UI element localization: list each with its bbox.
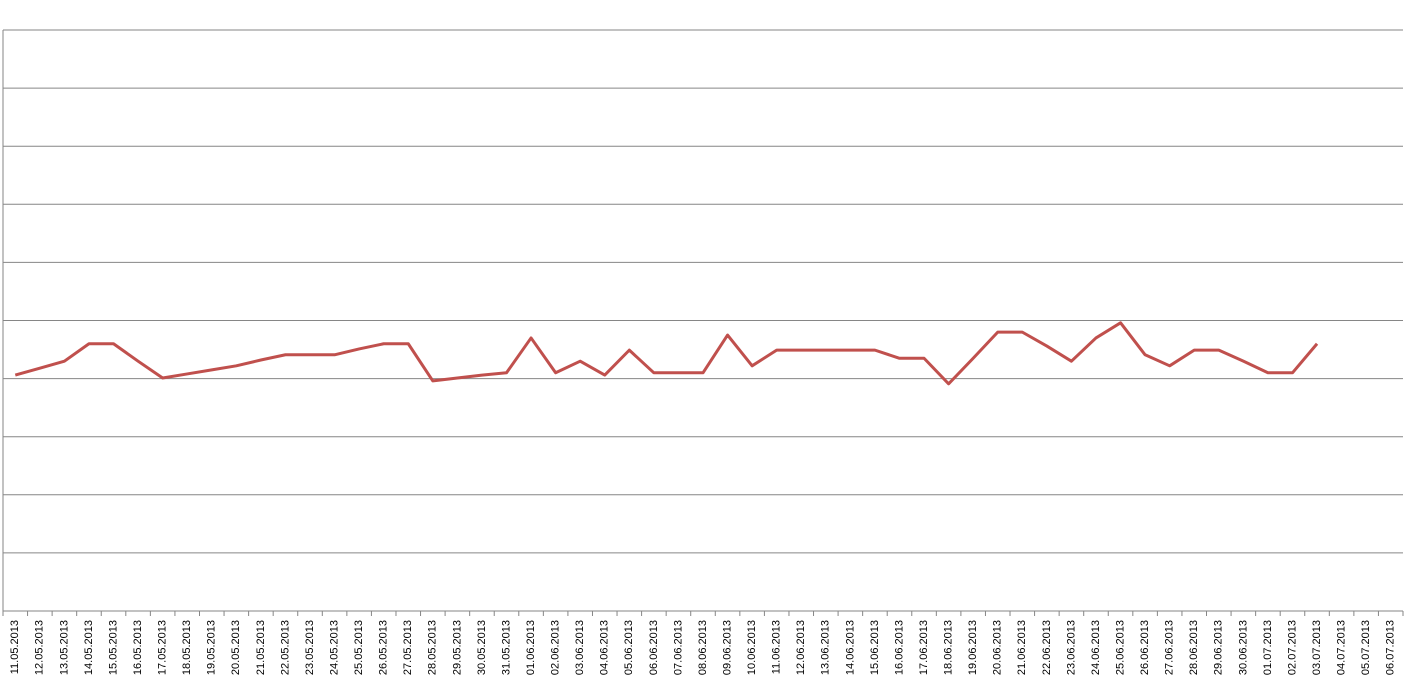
x-tick-label: 16.06.2013 <box>893 620 905 675</box>
x-tick-label: 13.05.2013 <box>58 620 70 675</box>
x-tick-label: 03.07.2013 <box>1311 620 1323 675</box>
x-tick-label: 29.05.2013 <box>451 620 463 675</box>
x-tick-label: 18.05.2013 <box>181 620 193 675</box>
x-tick-label: 09.06.2013 <box>721 620 733 675</box>
x-tick-label: 08.06.2013 <box>697 620 709 675</box>
x-tick-label: 30.06.2013 <box>1237 620 1249 675</box>
x-tick-label: 28.05.2013 <box>427 620 439 675</box>
x-tick-label: 24.05.2013 <box>328 620 340 675</box>
x-tick-label: 20.06.2013 <box>992 620 1004 675</box>
x-tick-label: 17.05.2013 <box>157 620 169 675</box>
x-tick-label: 22.05.2013 <box>279 620 291 675</box>
x-tick-label: 25.06.2013 <box>1114 620 1126 675</box>
x-tick-label: 23.06.2013 <box>1065 620 1077 675</box>
x-tick-label: 25.05.2013 <box>353 620 365 675</box>
x-tick-label: 01.06.2013 <box>525 620 537 675</box>
x-tick-label: 11.05.2013 <box>9 620 21 674</box>
x-tick-label: 02.07.2013 <box>1286 620 1298 675</box>
x-tick-label: 14.05.2013 <box>83 620 95 675</box>
x-tick-label: 01.07.2013 <box>1262 620 1274 675</box>
x-tick-label: 20.05.2013 <box>230 620 242 675</box>
x-tick-label: 06.07.2013 <box>1385 620 1397 675</box>
x-tick-label: 15.05.2013 <box>107 620 119 675</box>
x-tick-label: 05.07.2013 <box>1360 620 1372 675</box>
x-tick-label: 16.05.2013 <box>132 620 144 675</box>
x-tick-label: 10.06.2013 <box>746 620 758 675</box>
x-tick-label: 23.05.2013 <box>304 620 316 675</box>
x-tick-label: 27.06.2013 <box>1164 620 1176 675</box>
x-tick-label: 22.06.2013 <box>1041 620 1053 675</box>
x-tick-label: 29.06.2013 <box>1213 620 1225 675</box>
x-tick-label: 21.05.2013 <box>255 620 267 675</box>
x-tick-label: 15.06.2013 <box>869 620 881 675</box>
x-tick-label: 11.06.2013 <box>771 620 783 674</box>
x-tick-label: 26.06.2013 <box>1139 620 1151 675</box>
x-tick-label: 19.05.2013 <box>206 620 218 675</box>
x-tick-label: 27.05.2013 <box>402 620 414 675</box>
x-tick-label: 12.05.2013 <box>34 620 46 675</box>
x-tick-label: 14.06.2013 <box>844 620 856 675</box>
x-tick-label: 21.06.2013 <box>1016 620 1028 675</box>
x-tick-label: 26.05.2013 <box>378 620 390 675</box>
x-tick-label: 17.06.2013 <box>918 620 930 675</box>
x-tick-label: 13.06.2013 <box>820 620 832 675</box>
x-tick-label: 12.06.2013 <box>795 620 807 675</box>
x-tick-label: 04.06.2013 <box>599 620 611 675</box>
x-tick-label: 05.06.2013 <box>623 620 635 675</box>
x-tick-label: 31.05.2013 <box>500 620 512 675</box>
x-tick-label: 30.05.2013 <box>476 620 488 675</box>
x-tick-label: 18.06.2013 <box>943 620 955 675</box>
x-tick-label: 28.06.2013 <box>1188 620 1200 675</box>
x-tick-label: 02.06.2013 <box>550 620 562 675</box>
x-tick-label: 04.07.2013 <box>1336 620 1348 675</box>
x-tick-label: 03.06.2013 <box>574 620 586 675</box>
x-tick-label: 24.06.2013 <box>1090 620 1102 675</box>
x-tick-label: 19.06.2013 <box>967 620 979 675</box>
data-line <box>14 321 1319 386</box>
x-tick-label: 07.06.2013 <box>672 620 684 675</box>
x-tick-label: 06.06.2013 <box>648 620 660 675</box>
